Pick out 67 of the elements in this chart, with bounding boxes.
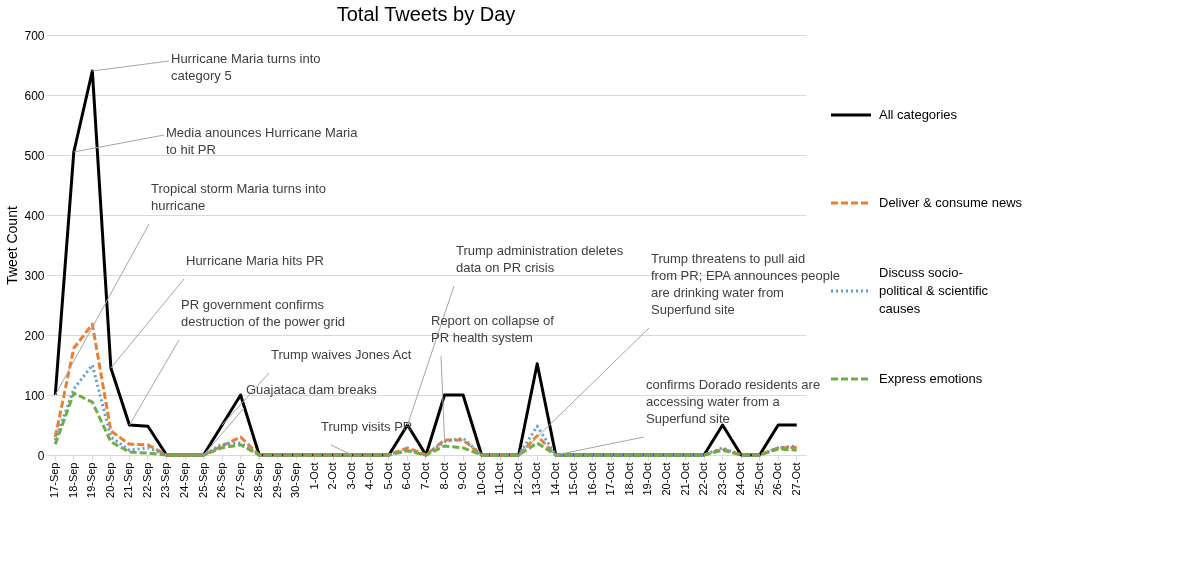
x-tick-label: 22-Oct <box>697 462 710 496</box>
annotation: Tropical storm Maria turns into hurricane <box>151 181 327 213</box>
legend-label: Deliver & consume news <box>879 195 1023 210</box>
x-tick-label: 19-Sep <box>85 462 98 498</box>
x-tick-label: 26-Sep <box>215 462 228 498</box>
annotation: Hurricane Maria turns into category 5 <box>171 51 321 83</box>
x-tick-label: 30-Sep <box>289 462 302 498</box>
x-tick-label: 15-Oct <box>567 462 580 496</box>
x-tick-label: 21-Sep <box>122 462 135 498</box>
x-tick-label: 24-Oct <box>734 462 747 496</box>
x-tick-label: 20-Sep <box>103 462 116 498</box>
x-tick-label: 27-Oct <box>789 462 802 496</box>
x-tick-label: 17-Oct <box>604 462 617 496</box>
x-tick-label: 14-Oct <box>548 462 561 496</box>
legend-label: All categories <box>879 107 958 122</box>
x-tick-label: 21-Oct <box>678 462 691 496</box>
x-tick-label: 18-Oct <box>622 462 635 496</box>
x-tick-label: 22-Sep <box>140 462 153 498</box>
x-tick-label: 10-Oct <box>474 462 487 496</box>
x-tick-label: 28-Sep <box>252 462 265 498</box>
x-tick-label: 2-Oct <box>326 462 339 490</box>
annotation: Trump threatens to pull aid from PR; EPA announces people are drinking water from Superfund site <box>651 251 841 317</box>
annotation: Trump administration deletes data on PR crisis <box>456 243 624 275</box>
y-tick-label: 200 <box>24 328 45 343</box>
x-tick-label: 27-Sep <box>233 462 246 498</box>
x-tick-label: 7-Oct <box>419 462 431 490</box>
x-tick-label: 23-Sep <box>159 462 172 498</box>
x-tick-label: 18-Sep <box>66 462 79 498</box>
x-tick-label: 19-Oct <box>641 462 654 496</box>
chart-title: Total Tweets by Day <box>336 3 516 25</box>
y-tick-label: 300 <box>24 268 45 283</box>
x-tick-label: 13-Oct <box>530 462 543 496</box>
x-tick-label: 9-Oct <box>456 462 469 490</box>
x-tick-label: 3-Oct <box>344 462 357 490</box>
x-tick-label: 24-Sep <box>178 462 191 498</box>
y-tick-label: 0 <box>37 448 45 463</box>
x-tick-label: 20-Oct <box>659 462 672 496</box>
x-tick-label: 5-Oct <box>381 462 394 490</box>
x-tick-label: 29-Sep <box>270 462 283 498</box>
x-tick-label: 4-Oct <box>363 462 376 490</box>
x-tick-label: 26-Oct <box>771 462 784 496</box>
x-tick-label: 11-Oct <box>493 462 506 495</box>
annotation: Hurricane Maria hits PR <box>186 253 324 268</box>
annotation: PR government confirms destruction of the power grid <box>181 297 346 329</box>
x-tick-label: 6-Oct <box>400 462 413 490</box>
y-tick-label: 400 <box>24 208 45 223</box>
annotation: Trump waives Jones Act <box>271 347 412 362</box>
y-tick-label: 600 <box>24 88 45 103</box>
y-tick-label: 500 <box>24 148 45 163</box>
legend-label: Discuss socio-political & scientific causes <box>879 265 989 316</box>
x-tick-label: 23-Oct <box>715 462 728 496</box>
annotation: Trump visits PR <box>321 419 413 434</box>
x-tick-label: 12-Oct <box>511 462 524 496</box>
legend-label: Express emotions <box>879 371 983 386</box>
y-tick-label: 100 <box>24 388 45 403</box>
x-tick-label: 17-Sep <box>48 462 61 498</box>
x-tick-label: 16-Oct <box>585 462 598 496</box>
x-tick-label: 25-Sep <box>196 462 209 498</box>
y-axis-title: Tweet Count <box>4 206 21 285</box>
annotation: Report on collapse of PR health system <box>431 313 555 345</box>
annotation: Media anounces Hurricane Maria to hit PR <box>166 125 359 157</box>
x-tick-label: 1-Oct <box>307 462 320 490</box>
y-tick-label: 700 <box>24 28 45 43</box>
annotation: confirms Dorado residents are accessing water from a Superfund site <box>646 377 821 426</box>
annotation: Guajataca dam breaks <box>246 382 378 397</box>
x-tick-label: 8-Oct <box>437 462 450 490</box>
x-tick-label: 25-Oct <box>752 462 765 496</box>
